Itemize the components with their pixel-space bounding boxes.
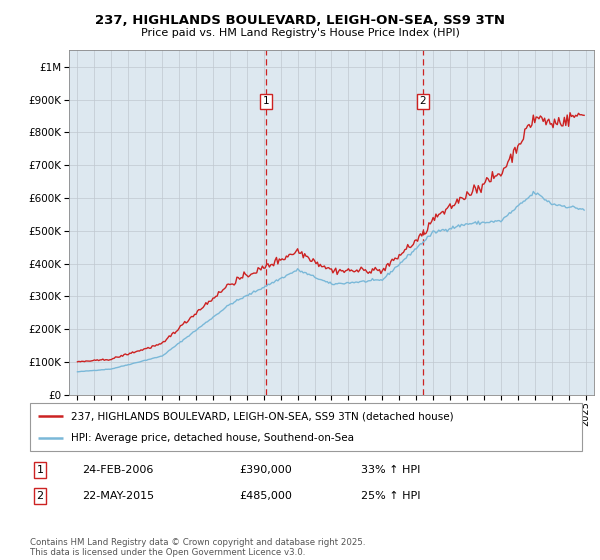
Text: HPI: Average price, detached house, Southend-on-Sea: HPI: Average price, detached house, Sout… [71,433,355,443]
Text: £485,000: £485,000 [240,491,293,501]
Text: 237, HIGHLANDS BOULEVARD, LEIGH-ON-SEA, SS9 3TN: 237, HIGHLANDS BOULEVARD, LEIGH-ON-SEA, … [95,14,505,27]
Text: 1: 1 [37,465,43,475]
Text: 24-FEB-2006: 24-FEB-2006 [82,465,154,475]
Text: 2: 2 [37,491,43,501]
Text: Price paid vs. HM Land Registry's House Price Index (HPI): Price paid vs. HM Land Registry's House … [140,28,460,38]
Text: 25% ↑ HPI: 25% ↑ HPI [361,491,421,501]
Text: 2: 2 [419,96,426,106]
Text: Contains HM Land Registry data © Crown copyright and database right 2025.
This d: Contains HM Land Registry data © Crown c… [30,538,365,557]
FancyBboxPatch shape [30,403,582,451]
Text: 1: 1 [263,96,269,106]
Text: 22-MAY-2015: 22-MAY-2015 [82,491,155,501]
Text: 33% ↑ HPI: 33% ↑ HPI [361,465,421,475]
Text: 237, HIGHLANDS BOULEVARD, LEIGH-ON-SEA, SS9 3TN (detached house): 237, HIGHLANDS BOULEVARD, LEIGH-ON-SEA, … [71,411,454,421]
Text: £390,000: £390,000 [240,465,293,475]
